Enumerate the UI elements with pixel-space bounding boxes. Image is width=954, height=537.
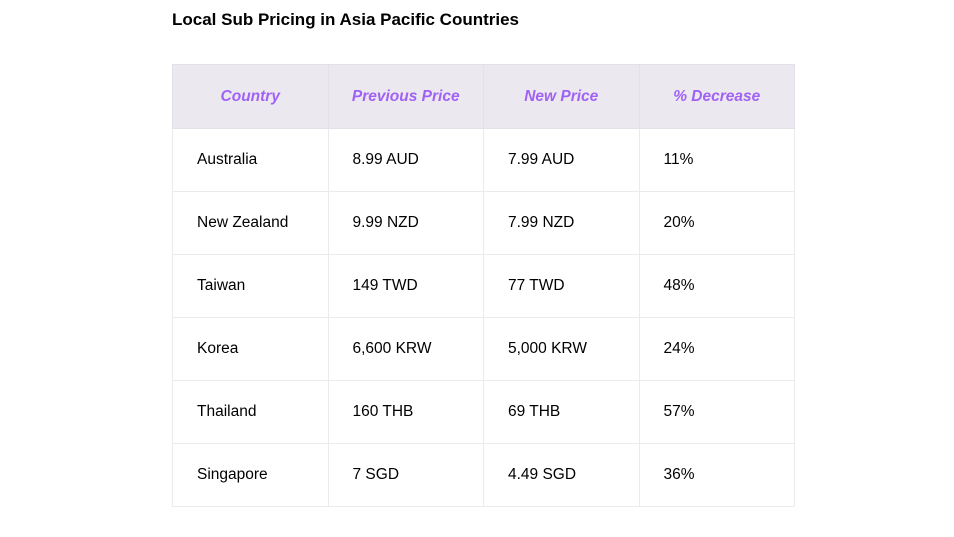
cell-previous-price: 160 THB xyxy=(328,381,484,444)
cell-country: Australia xyxy=(173,129,329,192)
table-row: Korea 6,600 KRW 5,000 KRW 24% xyxy=(173,318,795,381)
header-country: Country xyxy=(173,65,329,129)
page-title: Local Sub Pricing in Asia Pacific Countr… xyxy=(172,10,954,30)
cell-country: Thailand xyxy=(173,381,329,444)
table-body: Australia 8.99 AUD 7.99 AUD 11% New Zeal… xyxy=(173,129,795,507)
cell-decrease: 36% xyxy=(639,444,795,507)
cell-previous-price: 9.99 NZD xyxy=(328,192,484,255)
cell-new-price: 69 THB xyxy=(484,381,640,444)
table-header-row: Country Previous Price New Price % Decre… xyxy=(173,65,795,129)
header-previous-price: Previous Price xyxy=(328,65,484,129)
header-decrease: % Decrease xyxy=(639,65,795,129)
table-row: Taiwan 149 TWD 77 TWD 48% xyxy=(173,255,795,318)
cell-new-price: 4.49 SGD xyxy=(484,444,640,507)
cell-decrease: 57% xyxy=(639,381,795,444)
cell-country: Taiwan xyxy=(173,255,329,318)
cell-new-price: 7.99 AUD xyxy=(484,129,640,192)
cell-previous-price: 149 TWD xyxy=(328,255,484,318)
pricing-table: Country Previous Price New Price % Decre… xyxy=(172,64,795,507)
cell-previous-price: 8.99 AUD xyxy=(328,129,484,192)
table-row: Australia 8.99 AUD 7.99 AUD 11% xyxy=(173,129,795,192)
table-row: New Zealand 9.99 NZD 7.99 NZD 20% xyxy=(173,192,795,255)
cell-decrease: 48% xyxy=(639,255,795,318)
cell-decrease: 24% xyxy=(639,318,795,381)
cell-country: Singapore xyxy=(173,444,329,507)
cell-new-price: 5,000 KRW xyxy=(484,318,640,381)
cell-decrease: 20% xyxy=(639,192,795,255)
cell-previous-price: 7 SGD xyxy=(328,444,484,507)
cell-new-price: 77 TWD xyxy=(484,255,640,318)
cell-decrease: 11% xyxy=(639,129,795,192)
cell-country: Korea xyxy=(173,318,329,381)
table-row: Singapore 7 SGD 4.49 SGD 36% xyxy=(173,444,795,507)
cell-new-price: 7.99 NZD xyxy=(484,192,640,255)
cell-country: New Zealand xyxy=(173,192,329,255)
header-new-price: New Price xyxy=(484,65,640,129)
table-row: Thailand 160 THB 69 THB 57% xyxy=(173,381,795,444)
cell-previous-price: 6,600 KRW xyxy=(328,318,484,381)
